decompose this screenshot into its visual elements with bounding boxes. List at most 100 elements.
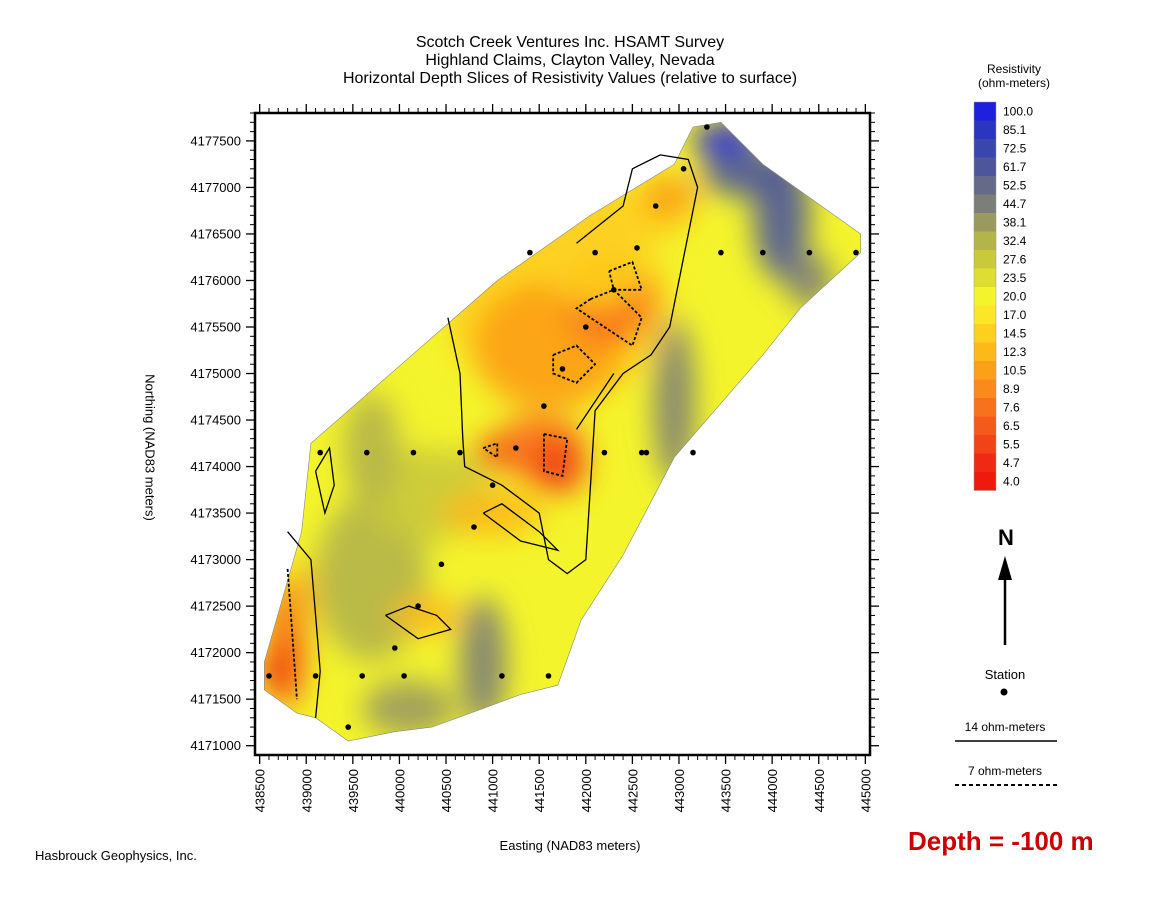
colorbar-swatch	[974, 342, 996, 361]
colorbar-tick-label: 5.5	[1003, 437, 1020, 451]
contour-14	[314, 446, 335, 516]
station-marker	[410, 449, 417, 456]
north-label: N	[998, 525, 1014, 550]
station-marker	[438, 561, 445, 568]
station-marker	[643, 449, 650, 456]
station-marker	[690, 449, 696, 456]
colorbar-title-line-2: (ohm-meters)	[977, 76, 1050, 90]
field-patch	[441, 489, 544, 537]
colorbar-tick-label: 100.0	[1003, 104, 1033, 118]
field-patch	[460, 596, 507, 728]
contour-lines	[286, 154, 699, 718]
contour-14	[447, 154, 699, 575]
x-tick-label: 440000	[392, 769, 407, 812]
station-marker	[583, 324, 589, 330]
y-tick-label: 4171500	[190, 692, 241, 707]
field-patch	[343, 392, 400, 504]
x-tick-label: 442500	[625, 769, 640, 812]
x-tick-label: 443000	[672, 769, 687, 812]
x-tick-label: 438500	[253, 769, 268, 812]
colorbar-tick-label: 38.1	[1003, 215, 1027, 229]
field-patch	[264, 648, 285, 695]
colorbar-tick-label: 23.5	[1003, 271, 1027, 285]
colorbar-tick-label: 12.3	[1003, 345, 1027, 359]
station-marker	[345, 724, 352, 730]
contour-7	[543, 433, 569, 478]
colorbar-tick-label: 6.5	[1003, 419, 1020, 433]
axis-ticks: 438500 439000 439500 440000 440500 441000 4415…	[190, 104, 879, 812]
station-marker	[471, 524, 477, 530]
colorbar-tick-label: 17.0	[1003, 308, 1027, 322]
colorbar-tick-label: 20.0	[1003, 289, 1027, 303]
station-marker	[513, 445, 519, 451]
colorbar-tick-label: 7.6	[1003, 400, 1020, 414]
station-marker	[317, 449, 324, 456]
survey-boundary	[264, 121, 861, 742]
station-marker	[266, 673, 272, 679]
station-marker	[312, 673, 319, 679]
colorbar-swatch	[974, 194, 996, 213]
field-patch	[653, 317, 695, 486]
colorbar-tick-label: 27.6	[1003, 252, 1027, 266]
contour-7	[552, 344, 597, 384]
contour-14	[575, 373, 615, 430]
x-tick-label: 439000	[299, 769, 314, 812]
credit-text: Hasbrouck Geophysics, Inc.	[35, 848, 197, 863]
title-line-1: Scotch Creek Ventures Inc. HSAMT Survey	[415, 34, 725, 51]
station-marker	[806, 249, 813, 256]
stations	[266, 124, 859, 730]
contour-legend	[955, 688, 1057, 786]
colorbar-tick-label: 14.5	[1003, 326, 1027, 340]
colorbar-tick-label: 4.7	[1003, 456, 1020, 470]
y-tick-label: 4175000	[190, 366, 241, 381]
y-tick-label: 4177000	[190, 180, 241, 195]
colorbar-swatch	[974, 102, 996, 121]
y-axis-label: Northing (NAD83 meters)	[142, 374, 158, 521]
title-line-2: Highland Claims, Clayton Valley, Nevada	[425, 52, 715, 69]
x-tick-label: 444000	[765, 769, 780, 812]
contour-7-legend-label: 7 ohm-meters	[967, 764, 1043, 778]
colorbar-tick-label: 4.0	[1003, 474, 1020, 488]
contour-14	[482, 503, 560, 552]
field-patch	[474, 438, 512, 467]
station-marker	[601, 449, 608, 456]
x-tick-label: 441500	[532, 769, 547, 812]
legend-station-marker	[1000, 688, 1008, 696]
colorbar-swatch	[974, 324, 996, 343]
title-line-3: Horizontal Depth Slices of Resistivity V…	[342, 70, 798, 87]
colorbar-swatch	[974, 435, 996, 454]
station-marker	[559, 366, 566, 372]
colorbar-tick-label: 8.9	[1003, 382, 1020, 396]
station-marker	[359, 673, 366, 679]
colorbar-swatch	[974, 305, 996, 324]
chart-title: Scotch Creek Ventures Inc. HSAMT Survey …	[240, 34, 900, 88]
station-marker	[499, 673, 505, 679]
field-patch	[390, 596, 465, 635]
contour-14	[385, 605, 452, 640]
colorbar-title: Resistivity (ohm-meters)	[962, 62, 1066, 90]
y-tick-label: 4174500	[190, 413, 241, 428]
x-tick-label: 443500	[719, 769, 734, 812]
colorbar-swatch	[974, 139, 996, 158]
colorbar-swatch	[974, 120, 996, 139]
station-marker	[760, 249, 766, 256]
colorbar-swatch	[974, 157, 996, 176]
y-tick-label: 4171000	[190, 738, 241, 753]
field-patch	[641, 173, 698, 220]
plot-frame	[253, 111, 872, 757]
colorbar-tick-label: 85.1	[1003, 123, 1027, 137]
station-marker	[680, 166, 687, 172]
colorbar-tick-label: 32.4	[1003, 234, 1027, 248]
station-marker	[634, 245, 640, 251]
x-tick-label: 445000	[858, 769, 873, 812]
colorbar-tick-label: 10.5	[1003, 363, 1027, 377]
contour-14	[287, 531, 321, 718]
y-tick-label: 4172000	[190, 645, 241, 660]
station-marker	[541, 403, 547, 409]
colorbar-swatch	[974, 361, 996, 380]
colorbar-swatch	[974, 268, 996, 287]
depth-label: Depth = -100 m	[908, 826, 1094, 856]
north-arrow-icon	[998, 556, 1012, 645]
y-tick-label: 4175500	[190, 320, 241, 335]
